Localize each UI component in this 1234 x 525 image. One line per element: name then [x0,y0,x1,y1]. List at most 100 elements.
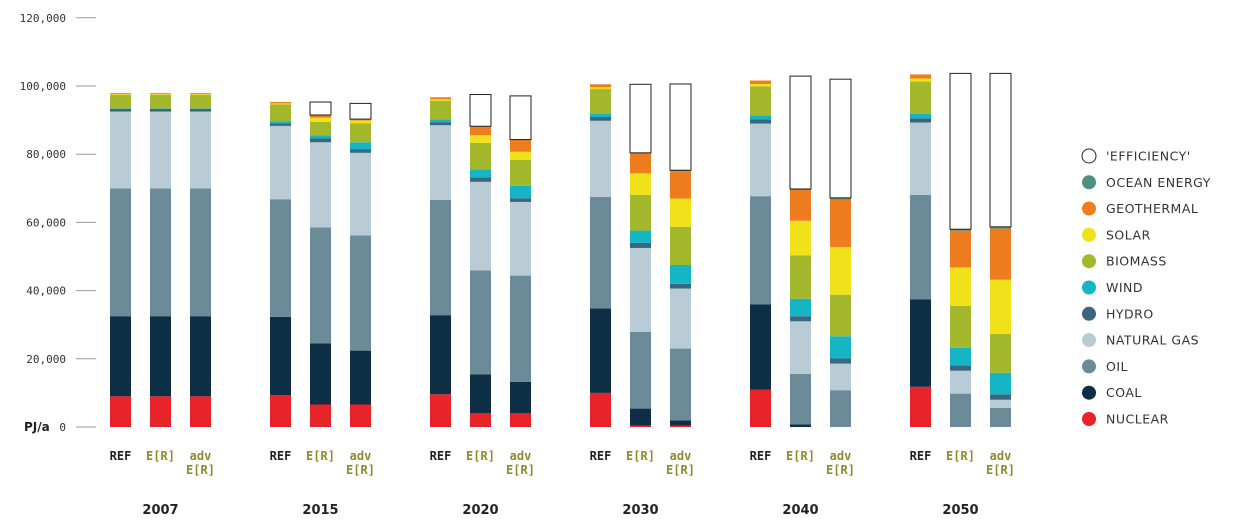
bar-segment-efficiency [350,103,371,119]
bar-segment-naturalgas [830,364,851,391]
bar-segment-biomass [270,104,291,121]
bar-segment-oil [190,188,211,316]
bar-segment-naturalgas [670,289,691,349]
bar-segment-wind [430,119,451,122]
bar-segment-naturalgas [990,400,1011,408]
y-tick-label: 60,000 [26,216,66,229]
bar-segment-biomass [990,334,1011,373]
bar-segment-oil [270,199,291,317]
scenario-label-adv: adv [990,449,1012,463]
bar-segment-biomass [110,95,131,109]
scenario-label-er: E[R] [626,449,655,463]
bar-segment-wind [950,348,971,365]
bar-segment-geothermal [470,127,491,136]
legend-swatch [1082,149,1096,163]
bar-segment-solar [950,267,971,306]
bar-segment-nuclear [110,396,131,427]
legend-swatch [1082,254,1096,268]
bar-segment-biomass [190,95,211,109]
bar-segment-solar [510,152,531,160]
bar-segment-nuclear [510,413,531,427]
bar-segment-wind [670,265,691,284]
bar-segment-naturalgas [950,371,971,394]
bar-segment-hydro [150,109,171,112]
bar-segment-hydro [190,109,211,112]
bar-segment-biomass [590,89,611,114]
bar-segment-hydro [510,198,531,202]
bar-segment-oil [630,332,651,409]
bar-segment-geothermal [510,140,531,152]
bar-segment-hydro [950,365,971,370]
legend-label: OIL [1106,359,1128,374]
bar-segment-wind [790,299,811,316]
bar-segment-hydro [630,243,651,248]
bar-segment-hydro [990,394,1011,399]
legend-swatch [1082,175,1096,189]
bar-segment-coal [190,316,211,396]
scenario-label-adv: adv [670,449,692,463]
bar-segment-hydro [470,177,491,181]
bar-segment-oil [670,349,691,421]
bar-segment-coal [110,316,131,396]
bar-segment-naturalgas [910,122,931,194]
bar-segment-solar [270,103,291,104]
bar-segment-oil [430,200,451,315]
year-label: 2050 [942,503,978,518]
bar-segment-solar [590,87,611,89]
scenario-label-ref: REF [270,449,292,463]
bar-segment-geothermal [150,93,171,94]
bar-segment-solar [110,94,131,95]
bar-segment-wind [310,135,331,138]
bar-segment-biomass [910,82,931,114]
bar-segment-nuclear [910,387,931,427]
bar-segment-hydro [310,139,331,143]
bar-segment-solar [630,173,651,194]
bar-segment-naturalgas [350,153,371,236]
bar-segment-solar [990,280,1011,334]
bar-segment-solar [830,247,851,295]
year-label: 2040 [782,503,818,518]
bar-segment-coal [910,299,931,386]
y-axis: 020,00040,00060,00080,000100,000120,000P… [20,12,96,434]
bar-segment-biomass [310,122,331,136]
bar-segment-wind [590,114,611,117]
bar-segment-naturalgas [470,182,491,271]
year-label: 2030 [622,503,658,518]
bar-segment-coal [670,421,691,426]
scenario-label-adv: adv [510,449,532,463]
bar-segment-nuclear [310,404,331,427]
bar-segment-wind [910,114,931,118]
bar-segment-efficiency [790,76,811,189]
scenario-label-adv: E[R] [186,463,215,477]
bar-segment-solar [910,78,931,81]
scenario-label-er: E[R] [466,449,495,463]
bar-segment-solar [190,94,211,95]
bar-segment-hydro [670,284,691,289]
bar-segment-hydro [790,316,811,321]
bar-segment-biomass [670,227,691,265]
legend-swatch [1082,412,1096,426]
bar-segment-hydro [590,117,611,121]
bar-segment-efficiency [950,73,971,229]
legend-swatch [1082,307,1096,321]
legend-swatch [1082,386,1096,400]
bar-segment-geothermal [950,231,971,268]
bar-segment-efficiency [310,102,331,115]
y-tick-label: 100,000 [20,80,66,93]
bar-segment-nuclear [190,396,211,427]
bar-segment-geothermal [790,190,811,221]
bar-segment-biomass [950,306,971,348]
bar-segment-oil [150,188,171,316]
bar-segment-naturalgas [750,124,771,197]
year-label: 2007 [142,503,178,518]
bar-segment-coal [150,316,171,396]
y-tick-label: 0 [59,421,66,434]
scenario-label-adv: adv [830,449,852,463]
y-tick-label: 20,000 [26,353,66,366]
bar-segment-oil [310,228,331,344]
scenario-label-ref: REF [590,449,612,463]
scenario-label-ref: REF [430,449,452,463]
bar-segment-coal [630,409,651,426]
